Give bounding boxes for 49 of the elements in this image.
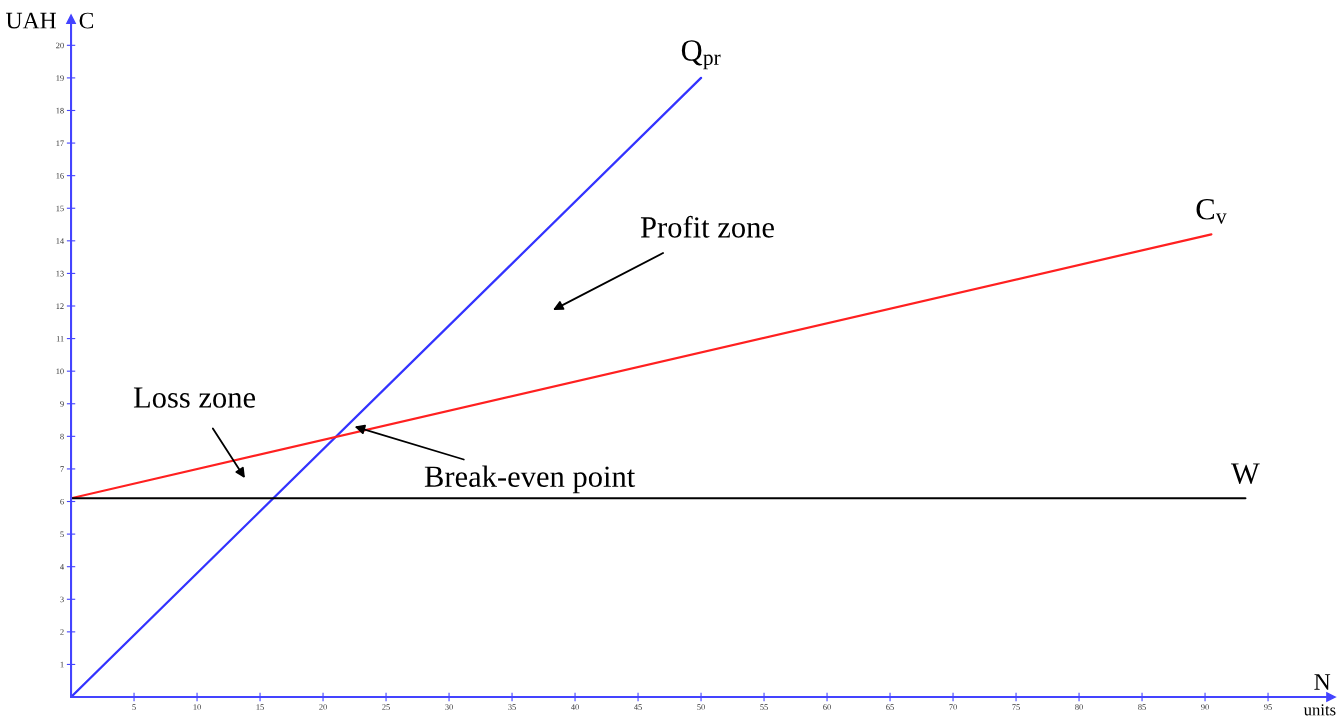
x-tick-label: 50 <box>697 704 705 710</box>
y-tick-label: 9 <box>60 401 64 407</box>
y-tick-label: 6 <box>60 498 64 505</box>
x-tick-label: 10 <box>193 704 201 710</box>
y-tick-label: 7 <box>60 466 64 472</box>
x-axis-title: N <box>1314 674 1331 690</box>
y-tick-label: 14 <box>56 238 64 244</box>
series-label: C$_{v}$ <box>1196 199 1227 224</box>
y-tick-label: 1 <box>60 661 64 668</box>
y-tick-label: 19 <box>56 75 64 81</box>
y-tick-label: 13 <box>56 270 64 277</box>
x-tick-label: 70 <box>949 704 957 710</box>
x-tick-label: 95 <box>1264 704 1272 710</box>
x-tick-label: 40 <box>571 704 579 710</box>
x-tick-label: 30 <box>445 704 453 710</box>
x-tick-label: 5 <box>132 704 136 710</box>
series-label: W <box>1230 463 1260 484</box>
y-tick-label: 12 <box>56 303 64 309</box>
y-axis-title: C <box>79 12 94 29</box>
x-tick-label: 45 <box>634 704 642 710</box>
x-tick-label: 55 <box>760 704 768 710</box>
x-tick-label: 80 <box>1075 704 1083 710</box>
y-tick-label: 8 <box>60 433 64 440</box>
x-tick-label: 75 <box>1012 704 1020 710</box>
y-tick-label: 3 <box>60 596 64 603</box>
annotation: Break-even point <box>424 465 636 494</box>
y-tick-label: 4 <box>60 564 64 570</box>
y-tick-label: 20 <box>56 42 64 49</box>
x-tick-label: 25 <box>382 704 390 710</box>
annotation: Profit zone <box>640 215 774 238</box>
text: UAH <box>6 12 56 29</box>
y-tick-label: 5 <box>60 531 64 538</box>
y-tick-label: 18 <box>56 107 64 114</box>
y-tick-label: 17 <box>56 140 64 146</box>
annotation: Loss zone <box>133 387 256 408</box>
x-tick-label: 60 <box>823 704 831 710</box>
x-tick-label: 20 <box>319 704 327 710</box>
text: units <box>1303 704 1336 716</box>
series-label: Q$_{pr}$ <box>681 40 721 70</box>
x-tick-label: 85 <box>1138 704 1146 710</box>
y-tick-label: 10 <box>56 368 64 375</box>
y-tick-label: 15 <box>56 205 64 212</box>
y-tick-label: 11 <box>56 335 64 342</box>
x-tick-label: 65 <box>886 704 894 710</box>
x-tick-label: 15 <box>256 704 264 710</box>
y-tick-label: 16 <box>56 173 64 179</box>
x-tick-label: 90 <box>1201 704 1209 710</box>
y-tick-label: 2 <box>60 629 64 635</box>
x-tick-label: 35 <box>508 704 516 710</box>
